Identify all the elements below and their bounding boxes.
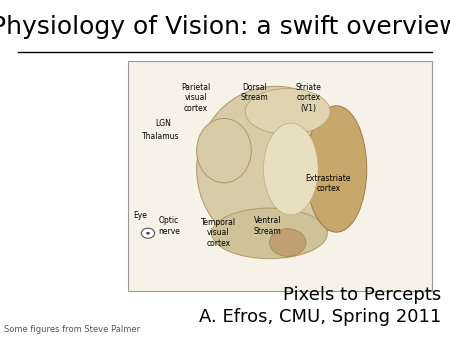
Text: Ventral
Stream: Ventral Stream [254, 216, 282, 236]
Ellipse shape [270, 229, 306, 256]
Bar [128, 61, 432, 291]
Text: Pixels to Percepts: Pixels to Percepts [283, 286, 441, 304]
Circle shape [141, 228, 155, 238]
Ellipse shape [264, 123, 318, 215]
Text: Thalamus: Thalamus [142, 132, 179, 141]
Text: Physiology of Vision: a swift overview: Physiology of Vision: a swift overview [0, 15, 450, 39]
Text: Temporal
visual
cortex: Temporal visual cortex [201, 218, 236, 248]
Text: Dorsal
Stream: Dorsal Stream [240, 83, 268, 102]
Ellipse shape [197, 118, 251, 183]
Ellipse shape [306, 106, 367, 232]
Text: Parietal
visual
cortex: Parietal visual cortex [181, 83, 211, 113]
Text: Some figures from Steve Palmer: Some figures from Steve Palmer [4, 325, 140, 334]
Text: Striate
cortex
(V1): Striate cortex (V1) [295, 83, 321, 113]
Text: LGN: LGN [155, 119, 171, 128]
Text: Extrastriate
cortex: Extrastriate cortex [306, 174, 351, 193]
Text: Optic
nerve: Optic nerve [158, 216, 180, 236]
Ellipse shape [197, 86, 355, 252]
Circle shape [146, 232, 150, 235]
Ellipse shape [245, 89, 330, 135]
Ellipse shape [212, 208, 327, 259]
Text: Eye: Eye [134, 211, 147, 220]
Text: A. Efros, CMU, Spring 2011: A. Efros, CMU, Spring 2011 [199, 308, 441, 325]
